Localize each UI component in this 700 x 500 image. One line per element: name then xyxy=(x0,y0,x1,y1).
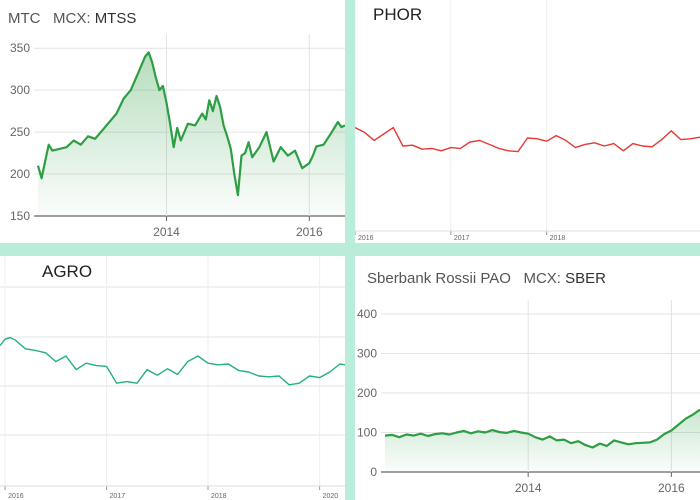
agro-x-tick-label: 2020 xyxy=(323,493,339,500)
mtss-y-tick-label: 200 xyxy=(10,167,30,181)
sber-x-tick-label: 2016 xyxy=(658,481,685,495)
phor-x-tick-label: 2017 xyxy=(454,235,470,242)
sber-chart-panel[interactable]: Sberbank Rossii PAO MCX: SBER 400 300 200 1… xyxy=(355,256,700,500)
agro-x-tick-label: 2016 xyxy=(8,493,24,500)
mtss-title: MTC MCX: MTSS xyxy=(8,10,136,27)
mtss-y-tick-label: 300 xyxy=(10,83,30,97)
agro-series-line xyxy=(0,336,345,386)
sber-y-tick-label: 0 xyxy=(370,465,377,479)
sber-company: Sberbank Rossii PAO xyxy=(367,270,511,287)
agro-chart: 2016 2017 2018 2020 xyxy=(0,256,345,500)
sber-y-tick-label: 300 xyxy=(357,346,377,360)
sber-y-tick-label: 200 xyxy=(357,386,377,400)
mtss-x-tick-label: 2014 xyxy=(153,225,180,239)
phor-title: PHOR xyxy=(373,5,423,24)
mtss-series-line xyxy=(36,51,345,197)
sber-area-fill xyxy=(385,409,700,472)
phor-x-tick-label: 2016 xyxy=(358,235,374,242)
mtss-company: MTC xyxy=(8,10,41,27)
sber-series-line xyxy=(384,408,700,449)
sber-x-tick-label: 2014 xyxy=(515,481,542,495)
sber-chart: 400 300 200 100 0 2014 2016 xyxy=(357,300,700,495)
agro-x-tick-label: 2017 xyxy=(110,493,126,500)
mtss-exchange: MCX: xyxy=(53,10,91,27)
mtss-ticker: MTSS xyxy=(94,10,137,27)
mtss-y-tick-label: 150 xyxy=(10,209,30,223)
phor-series-line xyxy=(355,126,700,153)
agro-title: AGRO xyxy=(42,262,93,281)
sber-ticker: SBER xyxy=(565,270,606,287)
mtss-x-tick-label: 2016 xyxy=(296,225,323,239)
phor-x-tick-label: 2018 xyxy=(550,235,566,242)
sber-exchange: MCX: xyxy=(523,270,561,287)
mtss-chart-panel[interactable]: MTC MCX: MTSS 350 300 250 200 150 2014 2016 xyxy=(0,0,345,243)
mtss-y-tick-label: 350 xyxy=(10,41,30,55)
mtss-y-tick-label: 250 xyxy=(10,125,30,139)
mtss-chart: 350 300 250 200 150 2014 2016 xyxy=(10,34,345,239)
agro-chart-panel[interactable]: AGRO 2016 2017 2018 2020 xyxy=(0,256,345,500)
sber-y-tick-label: 400 xyxy=(357,307,377,321)
sber-y-tick-label: 100 xyxy=(357,425,377,439)
mtss-area-fill xyxy=(38,52,345,217)
agro-x-tick-label: 2018 xyxy=(211,493,227,500)
sber-title: Sberbank Rossii PAO MCX: SBER xyxy=(367,270,606,287)
